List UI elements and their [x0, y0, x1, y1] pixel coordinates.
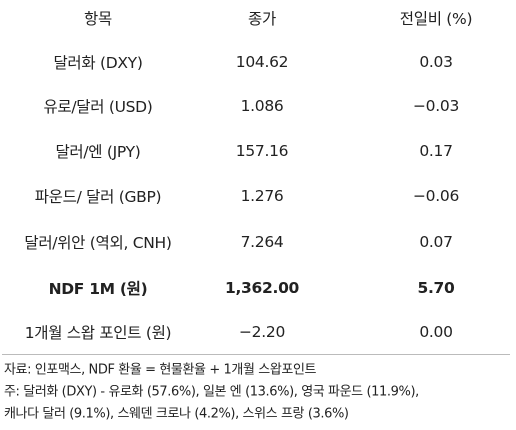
table-cell: 104.62: [235, 53, 289, 71]
table-cell: 달러화 (DXY): [53, 54, 143, 72]
table-cell: 0.03: [419, 53, 453, 71]
table-cell: 0.17: [419, 142, 453, 160]
table-cell: 0.00: [419, 323, 453, 341]
footnote: 주: 달러화 (DXY) - 유로화 (57.6%), 일본 엔 (13.6%)…: [4, 384, 419, 400]
table-cell: 0.07: [419, 233, 453, 251]
table-cell: 7.264: [240, 233, 284, 251]
footnote: 자료: 인포맥스, NDF 환율 = 현물환율 + 1개월 스왑포인트: [4, 362, 317, 378]
table-cell: 5.70: [417, 279, 455, 297]
table-cell: −2.20: [239, 323, 285, 341]
table-cell: −0.03: [413, 97, 459, 115]
table-cell: 1,362.00: [224, 279, 300, 297]
header-cell: 종가: [248, 10, 276, 28]
table-cell: 달러/엔 (JPY): [55, 143, 141, 161]
table-cell: 달러/위안 (역외, CNH): [24, 234, 172, 252]
table-cell: 1개월 스왑 포인트 (원): [24, 324, 172, 342]
divider: [2, 354, 510, 355]
header-cell: 전일비 (%): [399, 10, 473, 28]
table-cell: 1.086: [240, 97, 284, 115]
footnote: 캐나다 달러 (9.1%), 스웨덴 크로나 (4.2%), 스위스 프랑 (3…: [4, 406, 349, 422]
table-cell: 1.276: [240, 187, 284, 205]
table-cell: NDF 1M (원): [48, 280, 148, 298]
table-cell: 157.16: [235, 142, 289, 160]
header-cell: 항목: [84, 10, 112, 28]
table-cell: 파운드/ 달러 (GBP): [34, 188, 162, 206]
table-cell: 유로/달러 (USD): [43, 98, 153, 116]
table-cell: −0.06: [413, 187, 459, 205]
